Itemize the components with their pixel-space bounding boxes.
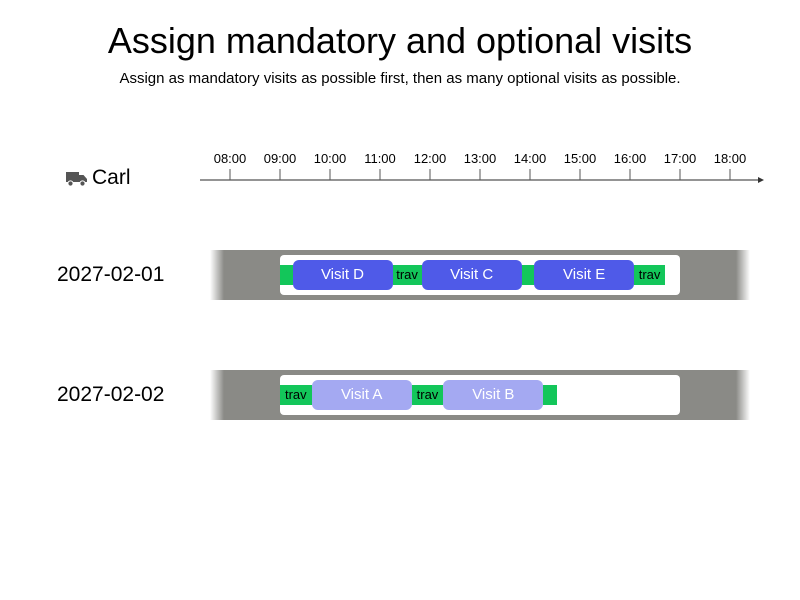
- axis-tick-label: 15:00: [564, 151, 597, 166]
- driver-name: Carl: [92, 166, 131, 189]
- axis-tick-label: 13:00: [464, 151, 497, 166]
- axis-arrow-icon: [758, 177, 764, 183]
- visit-block[interactable]: Visit A: [311, 380, 412, 410]
- timeline-axis: 08:00 09:00 10:00 11:00 12:00 13:00 14:00 15:00…: [200, 151, 764, 183]
- visit-block[interactable]: Visit B: [443, 380, 544, 410]
- travel-segment: trav: [392, 265, 422, 285]
- axis-tick-label: 08:00: [214, 151, 247, 166]
- axis-tick-label: 17:00: [664, 151, 697, 166]
- page-subtitle: Assign as mandatory visits as possible f…: [119, 70, 681, 87]
- page-title: Assign mandatory and optional visits: [107, 20, 693, 61]
- travel-segment: trav: [280, 385, 312, 405]
- travel-segment: [521, 265, 535, 285]
- visit-block[interactable]: Visit C: [421, 260, 522, 290]
- visit-block[interactable]: Visit E: [534, 260, 635, 290]
- travel-segment: trav: [634, 265, 665, 285]
- day-label: 2027-02-01: [57, 263, 165, 286]
- travel-segment: [280, 265, 293, 285]
- day-label: 2027-02-02: [57, 383, 165, 406]
- truck-icon: [66, 170, 88, 187]
- travel-segment: trav: [411, 385, 444, 405]
- driver-row: Carl: [66, 165, 131, 191]
- axis-tick-label: 14:00: [514, 151, 547, 166]
- axis-tick-label: 09:00: [264, 151, 297, 166]
- axis-tick-label: 18:00: [714, 151, 747, 166]
- axis-tick-label: 10:00: [314, 151, 347, 166]
- axis-tick-label: 12:00: [414, 151, 447, 166]
- axis-tick-label: 16:00: [614, 151, 647, 166]
- travel-segment: [543, 385, 557, 405]
- visit-block[interactable]: Visit D: [292, 260, 393, 290]
- axis-tick-label: 11:00: [364, 151, 396, 166]
